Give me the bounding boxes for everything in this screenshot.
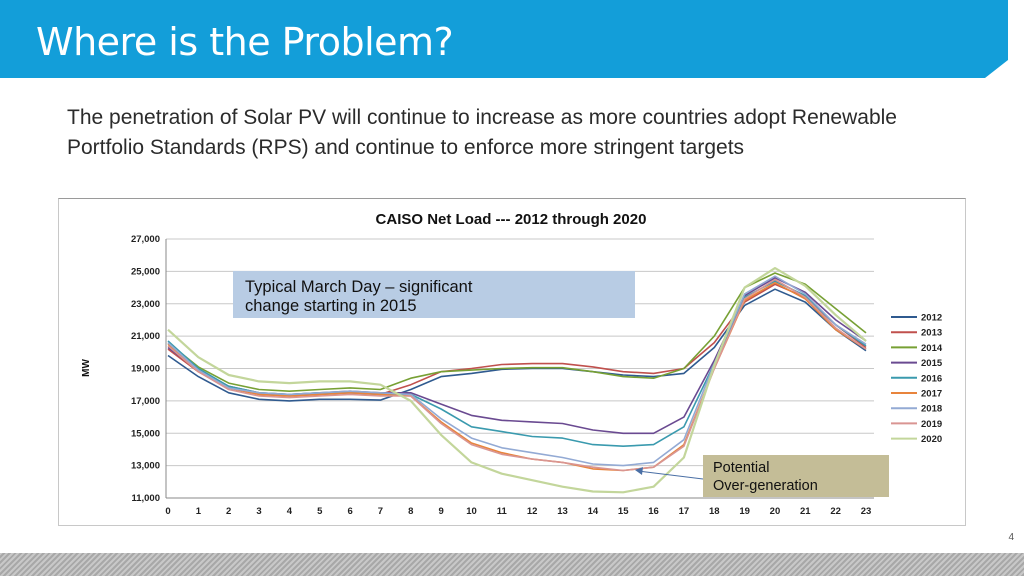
y-axis-label: MW: [81, 359, 92, 377]
x-tick-label: 0: [165, 506, 170, 517]
footer-bar: [0, 553, 1024, 576]
x-tick-label: 5: [317, 506, 323, 517]
y-tick-label: 23,000: [131, 299, 160, 310]
slide-title: Where is the Problem?: [36, 20, 454, 64]
x-tick-label: 9: [438, 506, 443, 517]
y-tick-label: 13,000: [131, 461, 160, 472]
y-tick-label: 25,000: [131, 266, 160, 277]
x-tick-label: 7: [378, 506, 383, 517]
legend-label: 2016: [921, 373, 942, 384]
y-tick-label: 27,000: [131, 234, 160, 245]
x-tick-label: 11: [497, 506, 508, 517]
x-tick-label: 18: [709, 506, 720, 517]
y-tick-label: 11,000: [131, 493, 160, 504]
x-tick-label: 3: [256, 506, 261, 517]
x-tick-label: 19: [739, 506, 750, 517]
x-tick-label: 14: [588, 506, 599, 517]
arrow-head: [635, 467, 643, 475]
legend-label: 2020: [921, 434, 942, 445]
x-tick-label: 22: [830, 506, 841, 517]
x-tick-label: 2: [226, 506, 231, 517]
series-line-2020: [167, 266, 867, 494]
series-line-2019: [167, 278, 867, 472]
x-tick-label: 13: [557, 506, 568, 517]
chart-title: CAISO Net Load --- 2012 through 2020: [376, 211, 647, 228]
y-tick-label: 15,000: [131, 428, 160, 439]
legend-label: 2019: [921, 419, 942, 430]
axes: 11,000 13,000 15,000 17,000 19,000 21,000 23,0…: [131, 234, 874, 517]
x-tick-label: 4: [287, 506, 293, 517]
series-lines: [167, 266, 867, 494]
x-tick-label: 8: [408, 506, 413, 517]
x-tick-label: 17: [679, 506, 690, 517]
series-line-2018: [167, 275, 867, 467]
annotation-arrow: [637, 470, 704, 480]
legend: 2012 2013 2014 2015 2016 2017 2018 2019 2020: [891, 313, 943, 445]
net-load-chart: CAISO Net Load --- 2012 through 2020 MW …: [81, 211, 943, 517]
title-banner-shape: [0, 0, 1008, 78]
title-bar: Where is the Problem?: [0, 0, 1024, 78]
annotation-box-overgen: [703, 455, 889, 497]
legend-label: 2013: [921, 328, 942, 339]
x-tick-label: 12: [527, 506, 538, 517]
x-tick-label: 21: [800, 506, 811, 517]
legend-label: 2017: [921, 389, 942, 400]
y-tick-label: 21,000: [131, 331, 160, 342]
x-tick-label: 20: [770, 506, 781, 517]
x-tick-label: 10: [466, 506, 477, 517]
y-tick-label: 17,000: [131, 396, 160, 407]
x-tick-label: 1: [196, 506, 202, 517]
chart-frame: CAISO Net Load --- 2012 through 2020 MW …: [58, 198, 966, 526]
x-tick-label: 6: [347, 506, 352, 517]
legend-label: 2018: [921, 404, 942, 415]
x-tick-label: 16: [648, 506, 659, 517]
legend-label: 2012: [921, 313, 942, 324]
legend-label: 2014: [921, 343, 943, 354]
annotation-box-march: [233, 271, 635, 318]
annotation-text: change starting in 2015: [245, 297, 417, 315]
page-number: 4: [1008, 532, 1014, 543]
annotation-text: Over-generation: [713, 478, 818, 494]
x-tick-label: 15: [618, 506, 629, 517]
body-text: The penetration of Solar PV will continu…: [67, 106, 897, 159]
y-tick-label: 19,000: [131, 364, 160, 375]
legend-label: 2015: [921, 358, 943, 369]
x-tick-label: 23: [861, 506, 872, 517]
annotation-text: Potential: [713, 460, 769, 476]
annotation-text: Typical March Day – significant: [245, 278, 473, 296]
